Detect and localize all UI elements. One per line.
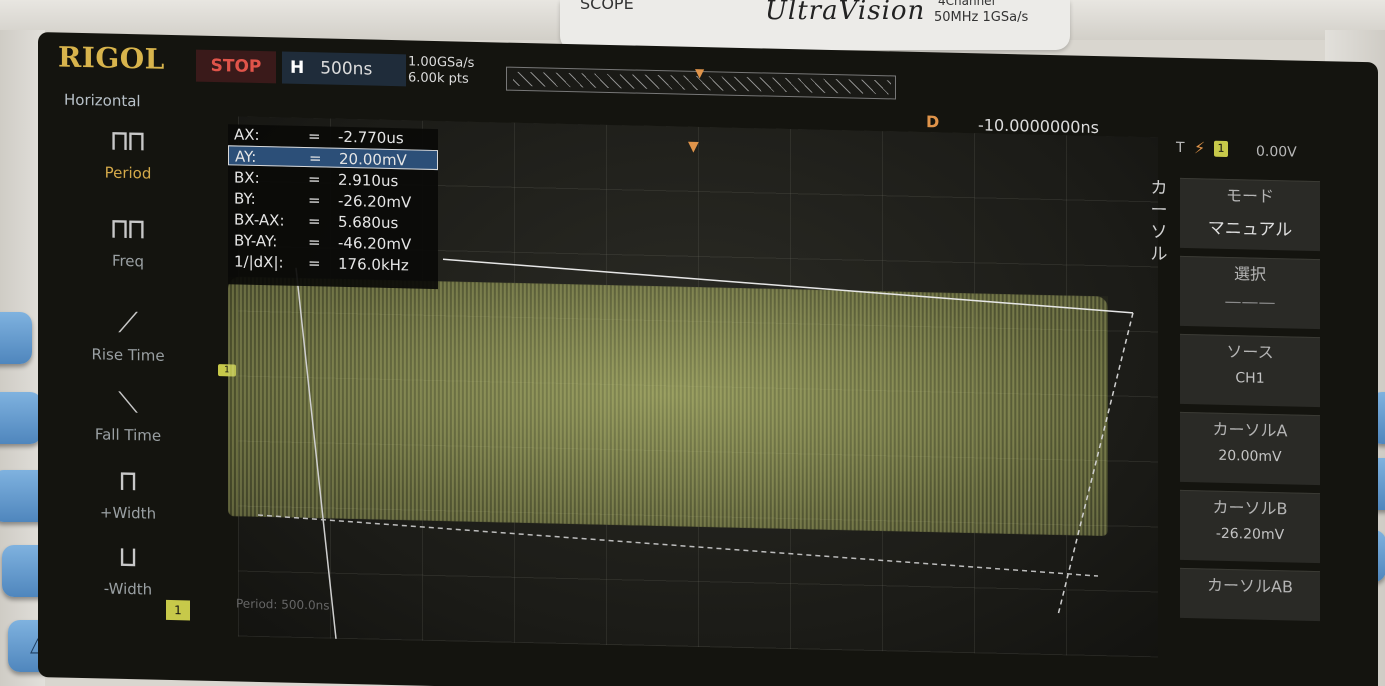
- cursor-ay-eq: =: [309, 149, 322, 168]
- oscilloscope-screen: RIGOL STOP H 500ns 1.00GSa/s 6.00k pts ▼ …: [38, 32, 1378, 686]
- cursor-ay-line[interactable]: [442, 258, 1134, 314]
- spec-rate: 1GSa/s: [982, 10, 1029, 25]
- cursor-b-softkey[interactable]: カーソルB -26.20mV: [1180, 489, 1320, 564]
- cursor-ab-label: カーソルAB: [1207, 575, 1293, 597]
- cursor-ay-value: 20.00mV: [339, 149, 407, 170]
- cursor-select-value: ———: [1224, 291, 1276, 314]
- brand-name: UltraVision: [765, 0, 926, 26]
- cursor-ax-eq: =: [308, 127, 321, 146]
- cursor-source-softkey[interactable]: ソース CH1: [1180, 333, 1320, 408]
- cursor-inverse-dx-value: 176.0kHz: [338, 254, 409, 275]
- spec-channels: 4Channel: [938, 0, 995, 8]
- cursor-row-inverse-dx: 1/|dX|: = 176.0kHz: [228, 251, 438, 276]
- cursor-by-value: -26.20mV: [338, 191, 412, 212]
- cursor-select-label: 選択: [1233, 264, 1266, 284]
- cursor-bx-value: 2.910us: [338, 170, 399, 191]
- cursor-inverse-dx-eq: =: [308, 254, 321, 273]
- cursor-mode-value: マニュアル: [1207, 218, 1293, 241]
- cursor-b-label: カーソルB: [1212, 497, 1288, 519]
- cursor-menu: カーソル モード マニュアル 選択 ——— ソース CH1 カーソルA 20.0…: [1150, 177, 1325, 651]
- spec-bandwidth: 50MHz: [934, 10, 979, 25]
- cursor-bx-name: BX:: [234, 168, 260, 188]
- left-softkey-1[interactable]: [0, 312, 32, 364]
- cursor-row-ay[interactable]: AY: = 20.00mV: [228, 145, 438, 171]
- cursor-mode-label: モード: [1225, 185, 1274, 207]
- cursor-bx-ax-eq: =: [308, 212, 321, 231]
- brand-strip: SCOPE UltraVision 4Channel 50MHz 1GSa/s: [560, 0, 1070, 50]
- cursor-bx-eq: =: [308, 170, 321, 189]
- cursor-bx-line[interactable]: [1057, 311, 1134, 617]
- cursor-a-value: 20.00mV: [1218, 447, 1282, 466]
- cursor-mode-softkey[interactable]: モード マニュアル: [1180, 177, 1320, 252]
- cursor-ay-name: AY:: [235, 147, 257, 166]
- left-softkey-2[interactable]: [0, 392, 42, 444]
- cursor-ab-softkey[interactable]: カーソルAB: [1180, 567, 1320, 622]
- cursor-ax-line[interactable]: [295, 267, 337, 639]
- cursor-select-softkey[interactable]: 選択 ———: [1180, 255, 1320, 330]
- cursor-a-label: カーソルA: [1212, 419, 1288, 441]
- cursor-source-label: ソース: [1226, 341, 1274, 363]
- cursor-inverse-dx-name: 1/|dX|:: [234, 252, 284, 272]
- cursor-by-name: BY:: [234, 189, 256, 208]
- cursor-menu-title: カーソル: [1150, 178, 1168, 265]
- cursor-a-softkey[interactable]: カーソルA 20.00mV: [1180, 411, 1320, 486]
- cursor-b-value: -26.20mV: [1215, 525, 1285, 544]
- cursor-ax-value: -2.770us: [338, 127, 404, 148]
- cursor-lines: [257, 258, 1134, 639]
- cursor-by-eq: =: [308, 191, 321, 210]
- cursor-source-value: CH1: [1235, 370, 1265, 387]
- cursor-ax-name: AX:: [234, 125, 260, 145]
- cursor-bx-ax-name: BX-AX:: [234, 210, 285, 230]
- cursor-by-line[interactable]: [257, 514, 1099, 577]
- cursor-bx-ax-value: 5.680us: [338, 212, 399, 233]
- cursor-by-ay-name: BY-AY:: [234, 231, 278, 251]
- spec-bandwidth-rate: 50MHz 1GSa/s: [934, 10, 1028, 25]
- model-label: SCOPE: [580, 0, 634, 13]
- cursor-by-ay-value: -46.20mV: [338, 233, 412, 254]
- cursor-readout-panel: AX: = -2.770us AY: = 20.00mV BX: = 2.910…: [228, 124, 438, 290]
- cursor-by-ay-eq: =: [308, 233, 321, 252]
